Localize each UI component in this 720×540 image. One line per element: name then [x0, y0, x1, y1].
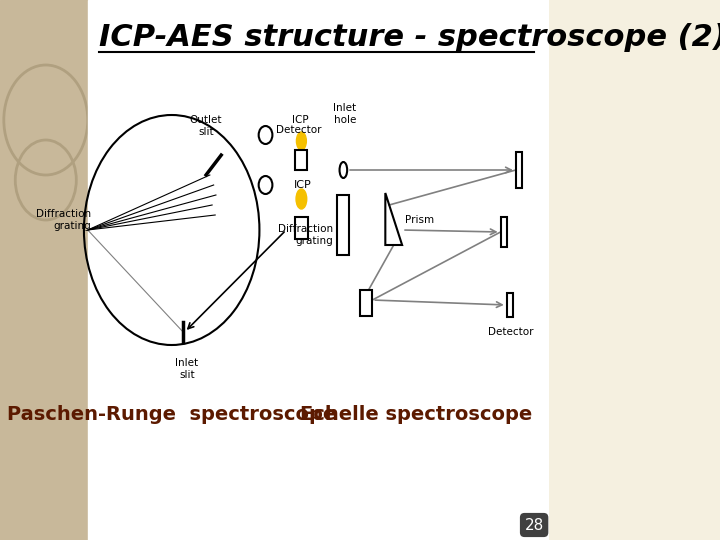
Text: Inlet
hole: Inlet hole: [333, 103, 356, 125]
Text: Prism: Prism: [405, 215, 434, 225]
Bar: [500, 217, 507, 247]
Bar: [88, 0, 549, 540]
Ellipse shape: [297, 132, 306, 150]
Text: Diffraction
grating: Diffraction grating: [277, 224, 333, 246]
Text: Paschen-Runge  spectroscope: Paschen-Runge spectroscope: [7, 406, 336, 424]
Text: Outlet
slit: Outlet slit: [190, 116, 222, 137]
Ellipse shape: [296, 189, 307, 209]
Bar: [516, 152, 522, 188]
Text: Inlet
slit: Inlet slit: [176, 358, 199, 380]
Bar: [507, 293, 513, 317]
Bar: [295, 150, 307, 170]
Text: ICP: ICP: [292, 115, 308, 125]
Text: Echelle spectroscope: Echelle spectroscope: [300, 406, 532, 424]
Text: ICP-AES structure - spectroscope (2): ICP-AES structure - spectroscope (2): [99, 24, 720, 52]
Text: Detector: Detector: [488, 327, 534, 337]
Bar: [0, 0, 88, 540]
Text: 28: 28: [524, 517, 544, 532]
Bar: [360, 290, 372, 316]
Text: Diffraction
grating: Diffraction grating: [37, 209, 91, 231]
Bar: [294, 217, 308, 239]
Bar: [337, 195, 349, 255]
Text: ICP: ICP: [294, 180, 312, 190]
Text: Detector: Detector: [276, 125, 322, 135]
